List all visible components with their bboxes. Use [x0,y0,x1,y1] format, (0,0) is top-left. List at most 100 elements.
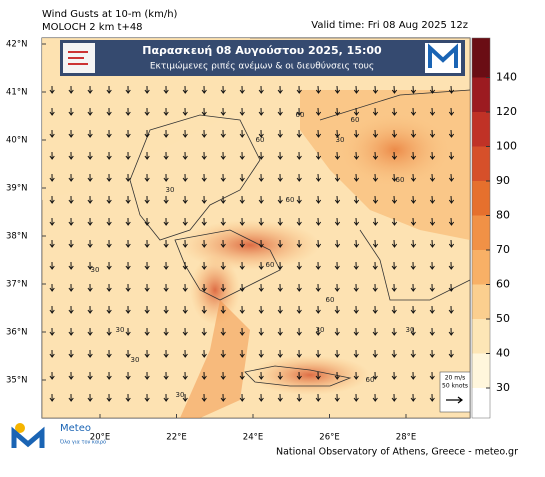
wind-arrow [239,305,245,314]
wind-arrow [315,261,321,270]
wind-arrow [125,217,131,226]
wind-arrow [182,349,188,358]
colorbar-band [472,77,490,112]
wind-arrow [448,129,455,138]
wind-arrow [353,371,359,380]
wind-arrow [49,261,55,270]
wind-arrow [106,349,112,358]
wind-arrow [315,305,321,314]
wind-arrow [448,85,455,94]
wind-arrow [448,283,454,292]
wind-arrow [277,173,283,182]
wind-arrow [68,85,74,94]
wind-arrow [239,195,245,204]
wind-arrow [296,261,302,270]
map-area: 30 60 60 30 60 30 60 30 60 60 30 60 30 60 30 30 [41,37,471,419]
wind-arrow [372,371,378,380]
wind-arrow [353,349,359,358]
wind-arrow [429,129,436,138]
vector-key-arrow [446,396,463,404]
wind-arrow [220,261,226,270]
wind-arrow [220,151,226,160]
lat-label: 39°N [6,184,27,194]
wind-arrow [391,107,398,116]
wind-arrow [429,195,436,204]
wind-arrow [429,239,436,248]
wind-arrow [391,349,397,358]
contour-label: 30 [336,136,345,144]
wind-arrow [277,195,283,204]
wind-arrow [410,85,417,94]
wind-arrow [448,327,454,336]
wind-arrow [277,129,283,138]
colorbar-label: 90 [496,174,510,187]
wind-arrow [125,393,131,402]
contour-label: 60 [296,111,305,119]
wind-arrow [334,217,341,226]
wind-arrow [315,327,321,336]
wind-arrow [353,85,360,94]
wind-arrow [296,107,302,116]
wind-arrow [353,195,360,204]
wind-arrow [49,129,55,138]
wind-arrow [144,151,150,160]
contour-label: 60 [266,261,275,269]
wind-icon [68,51,88,65]
wind-arrow [429,85,436,94]
wind-arrow [258,195,264,204]
wind-arrow [296,217,302,226]
wind-arrow [353,283,359,292]
wind-arrow [315,393,321,402]
wind-arrow [334,129,341,138]
lat-label: 41°N [6,88,27,98]
wind-arrow [239,393,245,402]
wind-arrow [429,217,436,226]
wind-arrow [334,371,340,380]
contour-label: 60 [326,296,335,304]
gust-core [250,355,370,395]
wind-arrow [410,283,416,292]
wind-arrow [334,195,341,204]
wind-arrow [106,371,112,380]
wind-arrow [125,173,131,182]
wind-arrow [448,349,454,358]
wind-arrow [239,349,245,358]
wind-arrow [201,217,207,226]
wind-arrow [315,349,321,358]
wind-arrow [144,393,150,402]
wind-arrow [391,85,398,94]
wind-arrow [258,129,264,138]
wind-arrow [87,305,93,314]
wind-arrow [144,261,150,270]
wind-arrow [87,195,93,204]
logo-name: Meteo [60,423,91,434]
wind-arrow [353,129,360,138]
wind-arrow [448,217,455,226]
vector-key [439,371,471,413]
coastline [129,114,261,241]
contour-label: 30 [176,391,185,399]
lon-labels: 20°E 22°E 24°E 26°E 28°E [90,414,416,443]
wind-arrow [68,129,74,138]
wind-arrow [315,239,322,248]
wind-arrow [334,85,341,94]
wind-arrow [448,107,455,116]
wind-arrow [277,217,283,226]
wind-arrow [372,107,379,116]
wind-arrow [49,349,55,358]
wind-arrow [68,371,74,380]
wind-arrow [315,107,322,116]
wind-arrow [125,371,131,380]
coastline [319,89,471,301]
wind-arrow [353,327,359,336]
wind-arrow [372,349,378,358]
wind-arrow [296,85,302,94]
contour-label: 60 [366,376,375,384]
wind-arrow [410,239,417,248]
lat-label: 40°N [6,136,27,146]
colorbar-band [472,284,490,319]
wind-arrow [182,151,188,160]
wind-arrow [68,239,74,248]
colorbar-band [472,38,490,78]
